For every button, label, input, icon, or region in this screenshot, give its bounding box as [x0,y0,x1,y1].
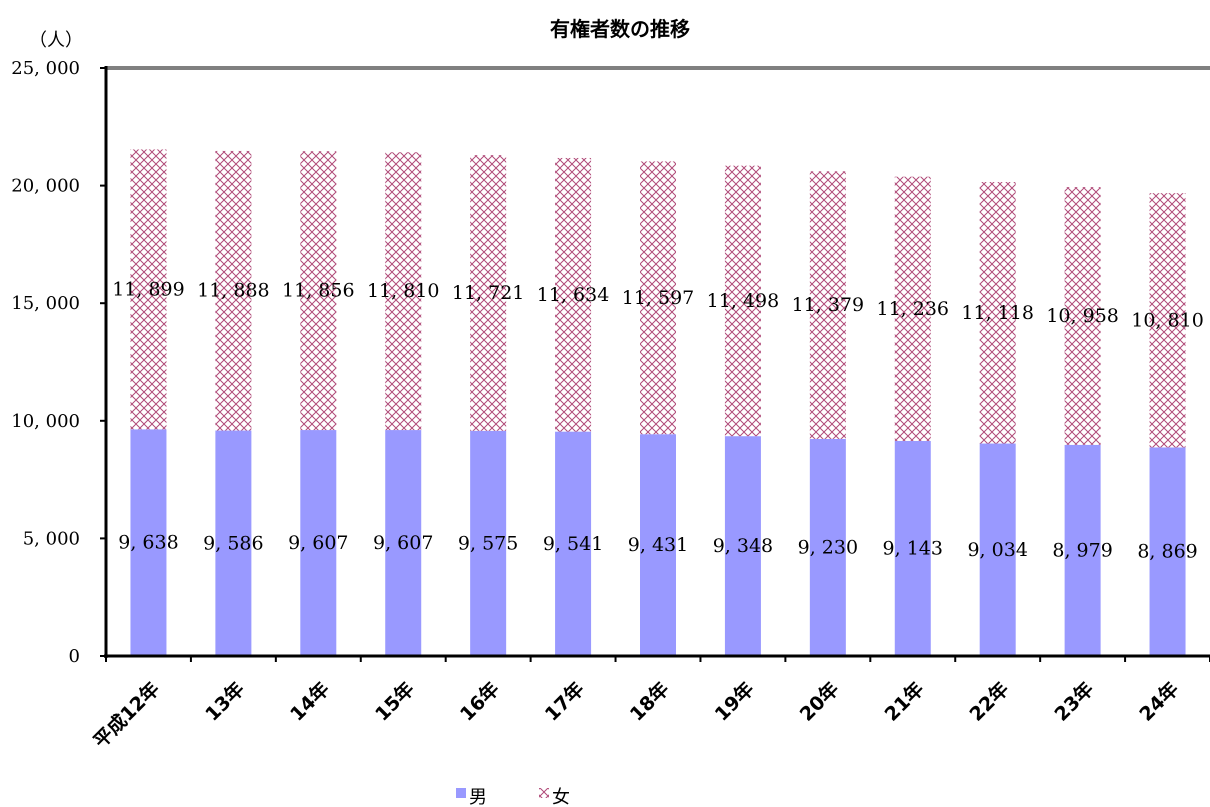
data-label-male: 9, 034 [967,539,1027,561]
x-tick-label: 16年 [455,677,503,725]
bar-female [809,171,846,439]
data-label-male: 9, 586 [203,532,263,554]
data-label-female: 11, 379 [792,294,865,316]
bar-female [130,149,167,430]
bar-male [640,434,676,656]
data-label-female: 11, 118 [961,302,1034,324]
x-tick-label: 15年 [370,677,418,725]
bar-male [724,436,761,656]
data-labels: 9, 638 11, 899 9, 586 11, 888 9, 607 11, 856 9… [112,278,1204,562]
bar-female [1064,187,1101,445]
data-label-female: 11, 721 [452,282,525,304]
x-tick-label: 19年 [710,677,758,725]
data-label-male: 9, 638 [118,532,178,554]
y-tick-label: 15, 000 [11,293,80,314]
bar-male [555,431,592,656]
y-tick-label: 0 [69,646,80,667]
data-label-male: 8, 869 [1137,541,1197,563]
chart-title: 有権者数の推移 [550,17,690,41]
bar-male [809,438,846,656]
data-label-male: 8, 979 [1052,539,1112,561]
data-label-male: 9, 431 [628,534,688,556]
data-label-female: 10, 958 [1046,305,1119,327]
bars [130,149,1186,656]
data-label-male: 9, 230 [798,536,858,558]
data-label-female: 11, 856 [282,280,355,302]
axes [104,66,1210,658]
y-tick-label: 5, 000 [23,528,80,549]
x-tick-label: 24年 [1135,677,1183,725]
data-label-female: 11, 498 [707,290,780,312]
x-tick-label: 14年 [285,677,333,725]
x-tick-label: 22年 [965,677,1013,725]
x-tick-label: 18年 [625,677,673,725]
bar-female [555,157,592,432]
bar-female [1149,193,1186,448]
y-tick-label: 20, 000 [11,176,80,197]
bar-male [979,443,1016,656]
bar-female [724,165,761,437]
bar-male [1064,444,1101,656]
data-label-male: 9, 348 [713,535,773,557]
data-label-male: 9, 575 [458,532,518,554]
x-tick-label: 21年 [880,677,928,725]
data-label-female: 11, 810 [367,280,440,302]
bar-female [300,151,337,431]
y-tick-label: 25, 000 [11,58,80,79]
data-label-male: 9, 143 [883,537,943,559]
bar-male [470,430,507,656]
bar-female [979,182,1016,444]
bar-male [215,430,252,656]
bar-female [215,150,252,431]
x-tick-label: 平成12年 [89,677,164,752]
x-tick-label: 17年 [540,677,588,725]
bar-male [1149,447,1186,656]
data-label-female: 11, 634 [537,284,610,306]
data-label-female: 11, 597 [622,287,695,309]
legend: 男 女 [456,787,570,807]
data-label-female: 11, 236 [877,298,950,320]
bar-female [894,176,931,441]
data-label-female: 11, 888 [197,280,270,302]
legend-swatch-female [539,788,549,798]
legend-label-male: 男 [469,787,487,807]
legend-swatch-male [456,788,466,798]
y-tick-label: 10, 000 [11,411,80,432]
y-axis-ticks: 0 5, 000 10, 000 15, 000 20, 000 25, 000 [11,58,106,667]
bar-male [300,430,337,656]
x-tick-label: 23年 [1050,677,1098,725]
bar-male [894,440,931,656]
bar-female [385,152,422,431]
bar-female [470,155,507,431]
y-axis-unit-label: （人） [29,30,83,51]
bar-male [130,429,167,656]
data-label-female: 11, 899 [112,278,185,300]
x-tick-label: 20年 [795,677,843,725]
data-label-male: 9, 541 [543,533,603,555]
bar-male [385,430,422,656]
data-label-female: 10, 810 [1131,309,1204,331]
x-axis-ticks: 平成12年 13年 14年 15年 16年 17年 18年 19年 20年 21年 22年 23年 24… [89,656,1210,753]
bar-female [640,161,676,435]
data-label-male: 9, 607 [288,532,348,554]
data-label-male: 9, 607 [373,532,433,554]
x-tick-label: 13年 [201,677,249,725]
legend-label-female: 女 [552,787,570,807]
